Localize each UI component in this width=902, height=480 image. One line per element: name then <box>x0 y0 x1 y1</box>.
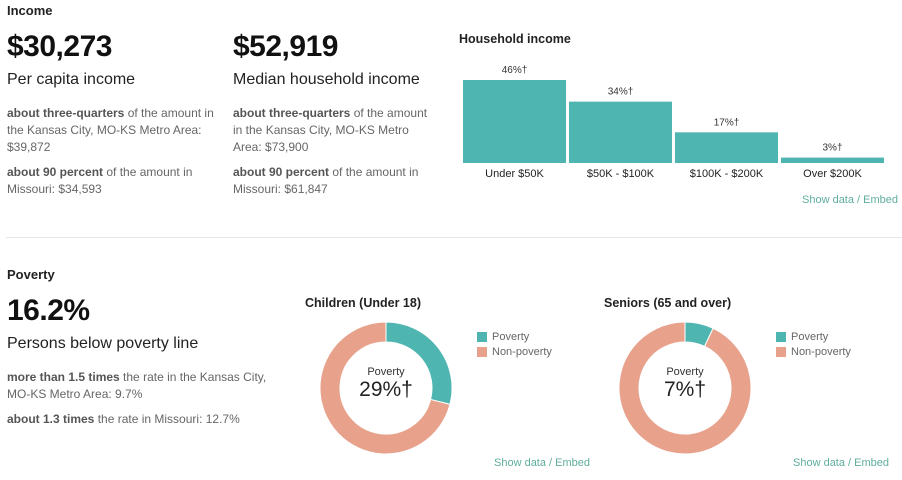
seniors-show-data-link[interactable]: Show data / Embed <box>793 457 890 469</box>
seniors-donut-center-label: Poverty <box>666 366 704 378</box>
poverty-metro-text: the rate in the Kansas City, MO-KS Metro… <box>7 370 267 401</box>
children-donut-center: Poverty 29%† <box>318 366 454 402</box>
bar-category-label-3: Over $200K <box>803 168 862 180</box>
income-section-title: Income <box>7 3 53 18</box>
children-legend-non-poverty: Non-poverty <box>477 344 552 359</box>
seniors-donut-center: Poverty 7%† <box>617 366 753 402</box>
poverty-state-ratio: about 1.3 times <box>7 412 95 426</box>
bar-value-label-0: 46%† <box>502 65 528 76</box>
seniors-legend: Poverty Non-poverty <box>776 329 851 359</box>
bar-category-label-2: $100K - $200K <box>690 168 764 180</box>
children-slice-non-poverty[interactable] <box>319 321 451 455</box>
poverty-state-text: the rate in Missouri: 12.7% <box>94 412 240 426</box>
seniors-poverty-donut-chart <box>618 321 752 455</box>
children-donut-center-value: 29%† <box>359 378 413 401</box>
poverty-swatch-icon <box>776 331 786 342</box>
bar-0[interactable] <box>463 80 566 163</box>
bar-category-label-1: $50K - $100K <box>587 168 655 180</box>
bar-value-label-3: 3%† <box>822 143 842 154</box>
median-household-state-text: of the amount in Missouri: $61,847 <box>233 165 419 196</box>
poverty-metro-comparison: more than 1.5 times the rate in the Kans… <box>7 369 282 403</box>
per-capita-metro-text: of the amount in the Kansas City, MO-KS … <box>7 106 214 154</box>
children-donut-center-label: Poverty <box>367 366 405 378</box>
seniors-legend-non-poverty-label: Non-poverty <box>791 345 851 358</box>
children-show-data-link[interactable]: Show data / Embed <box>494 457 591 469</box>
poverty-rate-label: Persons below poverty line <box>7 335 199 352</box>
bar-value-label-1: 34%† <box>608 87 634 98</box>
bar-1[interactable] <box>569 101 672 163</box>
section-divider <box>6 237 902 238</box>
non-poverty-swatch-icon <box>776 346 786 357</box>
seniors-poverty-chart-title: Seniors (65 and over) <box>604 296 732 310</box>
per-capita-state-comparison: about 90 percent of the amount in Missou… <box>7 164 217 198</box>
seniors-slice-non-poverty[interactable] <box>618 321 752 455</box>
bar-2[interactable] <box>675 132 778 163</box>
poverty-swatch-icon <box>477 331 487 342</box>
children-legend: Poverty Non-poverty <box>477 329 552 359</box>
per-capita-income-value: $30,273 <box>7 30 112 63</box>
seniors-legend-poverty-label: Poverty <box>791 330 829 343</box>
bar-category-label-0: Under $50K <box>485 168 544 180</box>
per-capita-state-ratio: about 90 percent <box>7 165 104 179</box>
household-income-show-data-link[interactable]: Show data / Embed <box>802 194 899 206</box>
per-capita-income-label: Per capita income <box>7 71 136 88</box>
children-legend-non-poverty-label: Non-poverty <box>492 345 552 358</box>
children-poverty-chart-title: Children (Under 18) <box>305 296 421 310</box>
median-household-income-value: $52,919 <box>233 30 338 63</box>
median-household-state-comparison: about 90 percent of the amount in Missou… <box>233 164 438 198</box>
per-capita-metro-ratio: about three-quarters <box>7 106 125 120</box>
median-household-metro-ratio: about three-quarters <box>233 106 351 120</box>
median-household-metro-comparison: about three-quarters of the amount in th… <box>233 105 438 156</box>
household-income-chart-title: Household income <box>459 32 571 46</box>
per-capita-metro-comparison: about three-quarters of the amount in th… <box>7 105 217 156</box>
non-poverty-swatch-icon <box>477 346 487 357</box>
median-household-metro-text: of the amount in the Kansas City, MO-KS … <box>233 106 428 154</box>
seniors-legend-non-poverty: Non-poverty <box>776 344 851 359</box>
bar-value-label-2: 17%† <box>714 117 740 128</box>
children-poverty-donut-chart <box>319 321 453 455</box>
children-legend-poverty: Poverty <box>477 329 552 344</box>
seniors-donut-center-value: 7%† <box>663 378 707 401</box>
poverty-state-comparison: about 1.3 times the rate in Missouri: 12… <box>7 411 282 428</box>
poverty-rate-value: 16.2% <box>7 294 90 327</box>
seniors-legend-poverty: Poverty <box>776 329 851 344</box>
household-income-bar-chart: 46%† Under $50K 34%† $50K - $100K 17%† $100K … <box>463 65 884 180</box>
poverty-metro-ratio: more than 1.5 times <box>7 370 120 384</box>
median-household-state-ratio: about 90 percent <box>233 165 330 179</box>
median-household-income-label: Median household income <box>233 71 420 88</box>
per-capita-state-text: of the amount in Missouri: $34,593 <box>7 165 193 196</box>
poverty-section-title: Poverty <box>7 267 55 282</box>
bar-3[interactable] <box>781 157 884 163</box>
children-legend-poverty-label: Poverty <box>492 330 530 343</box>
